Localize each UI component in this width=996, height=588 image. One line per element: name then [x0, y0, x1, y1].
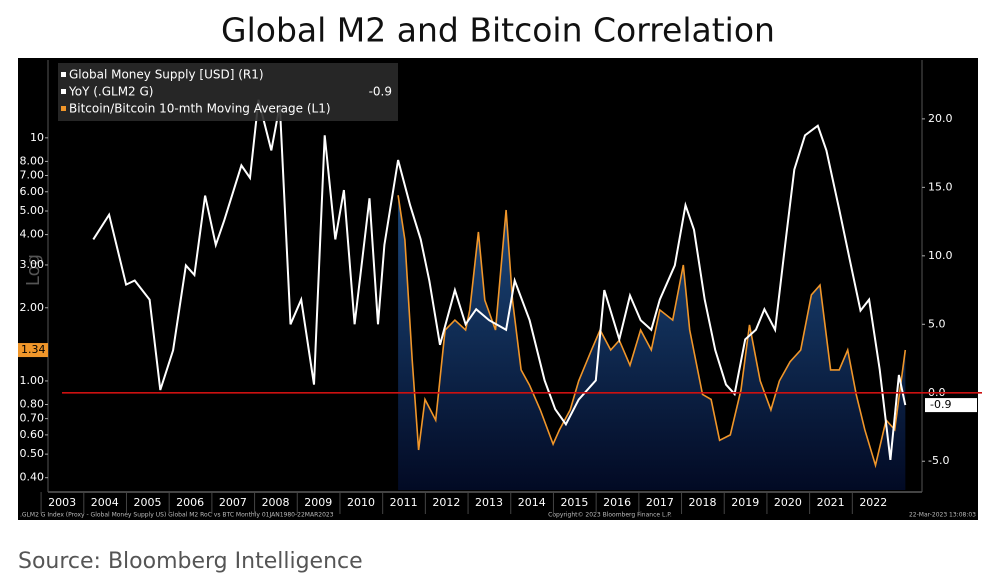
- legend-current-value: -0.9: [369, 85, 392, 99]
- y-tick-label: 1.00: [20, 374, 45, 387]
- legend-label: Global Money Supply [USD] (R1): [69, 68, 264, 82]
- y2-tick-label: 20.0: [928, 112, 953, 125]
- x-tick-label: 2006: [176, 496, 204, 509]
- series-line: [92, 99, 907, 461]
- footer-center: Copyright© 2023 Bloomberg Finance L.P.: [548, 512, 672, 519]
- y-tick-label: 0.80: [20, 398, 45, 411]
- current-value-label: 1.34: [21, 343, 46, 356]
- y-tick-label: 6.00: [20, 185, 45, 198]
- plot: 2003 2004 2005 2006 2007 2008 2009 2010 2011 2012…: [18, 60, 982, 514]
- legend-label: Bitcoin/Bitcoin 10-mth Moving Average (L…: [69, 102, 331, 116]
- y2-tick-label: 5.0: [928, 317, 946, 330]
- legend-swatch: [61, 72, 66, 77]
- current-value-box: [18, 343, 48, 358]
- footer-left: .GLM2 G Index (Proxy - Global Money Supp…: [20, 512, 334, 519]
- x-tick-label: 2008: [262, 496, 290, 509]
- y-tick-label: 8.00: [20, 154, 45, 167]
- y-tick-label: 10: [30, 131, 44, 144]
- legend-box: [58, 63, 398, 121]
- x-tick-label: 2019: [731, 496, 759, 509]
- y2-tick-label: 10.0: [928, 249, 953, 262]
- y-tick-label: 2.00: [20, 301, 45, 314]
- y-axis-label: Log: [23, 254, 44, 286]
- x-tick-label: 2017: [646, 496, 674, 509]
- y-tick-label: 0.70: [20, 412, 45, 425]
- x-tick-label: 2021: [817, 496, 845, 509]
- x-tick-label: 2022: [859, 496, 887, 509]
- x-tick-label: 2014: [518, 496, 546, 509]
- x-tick-label: 2009: [304, 496, 332, 509]
- y-tick-label: 5.00: [20, 204, 45, 217]
- y-tick-label: 0.50: [20, 447, 45, 460]
- x-tick-label: 2011: [390, 496, 418, 509]
- area-fill: [398, 195, 906, 490]
- y2-tick-label: 15.0: [928, 180, 953, 193]
- chart-title: Global M2 and Bitcoin Correlation: [221, 11, 775, 50]
- y-tick-label: 3.00: [20, 258, 45, 271]
- legend-swatch: [61, 89, 66, 94]
- x-tick-label: 2018: [689, 496, 717, 509]
- current-value-label: -0.9: [930, 398, 951, 411]
- x-tick-label: 2016: [603, 496, 631, 509]
- y-tick-label: 0.60: [20, 428, 45, 441]
- x-tick-label: 2010: [347, 496, 375, 509]
- y2-tick-label: -5.0: [928, 454, 949, 467]
- legend: Global Money Supply [USD] (R1) YoY (.GLM2…: [58, 63, 398, 121]
- series-line: [397, 195, 907, 469]
- x-tick-label: 2004: [91, 496, 119, 509]
- x-tick-label: 2020: [774, 496, 802, 509]
- x-tick-label: 2007: [219, 496, 247, 509]
- y-tick-label: 0.40: [20, 471, 45, 484]
- legend-label: YoY (.GLM2 G): [68, 85, 154, 99]
- legend-swatch: [61, 106, 66, 111]
- footer-right: 22-Mar-2023 13:08:03: [909, 512, 976, 519]
- source-note: Source: Bloomberg Intelligence: [18, 549, 363, 574]
- y-tick-label: 4.00: [20, 228, 45, 241]
- x-tick-label: 2005: [133, 496, 161, 509]
- x-tick-label: 2003: [48, 496, 76, 509]
- y-tick-label: 7.00: [20, 168, 45, 181]
- x-tick-label: 2013: [475, 496, 503, 509]
- x-tick-label: 2015: [560, 496, 588, 509]
- x-tick-label: 2012: [432, 496, 460, 509]
- current-value-box: [925, 398, 977, 413]
